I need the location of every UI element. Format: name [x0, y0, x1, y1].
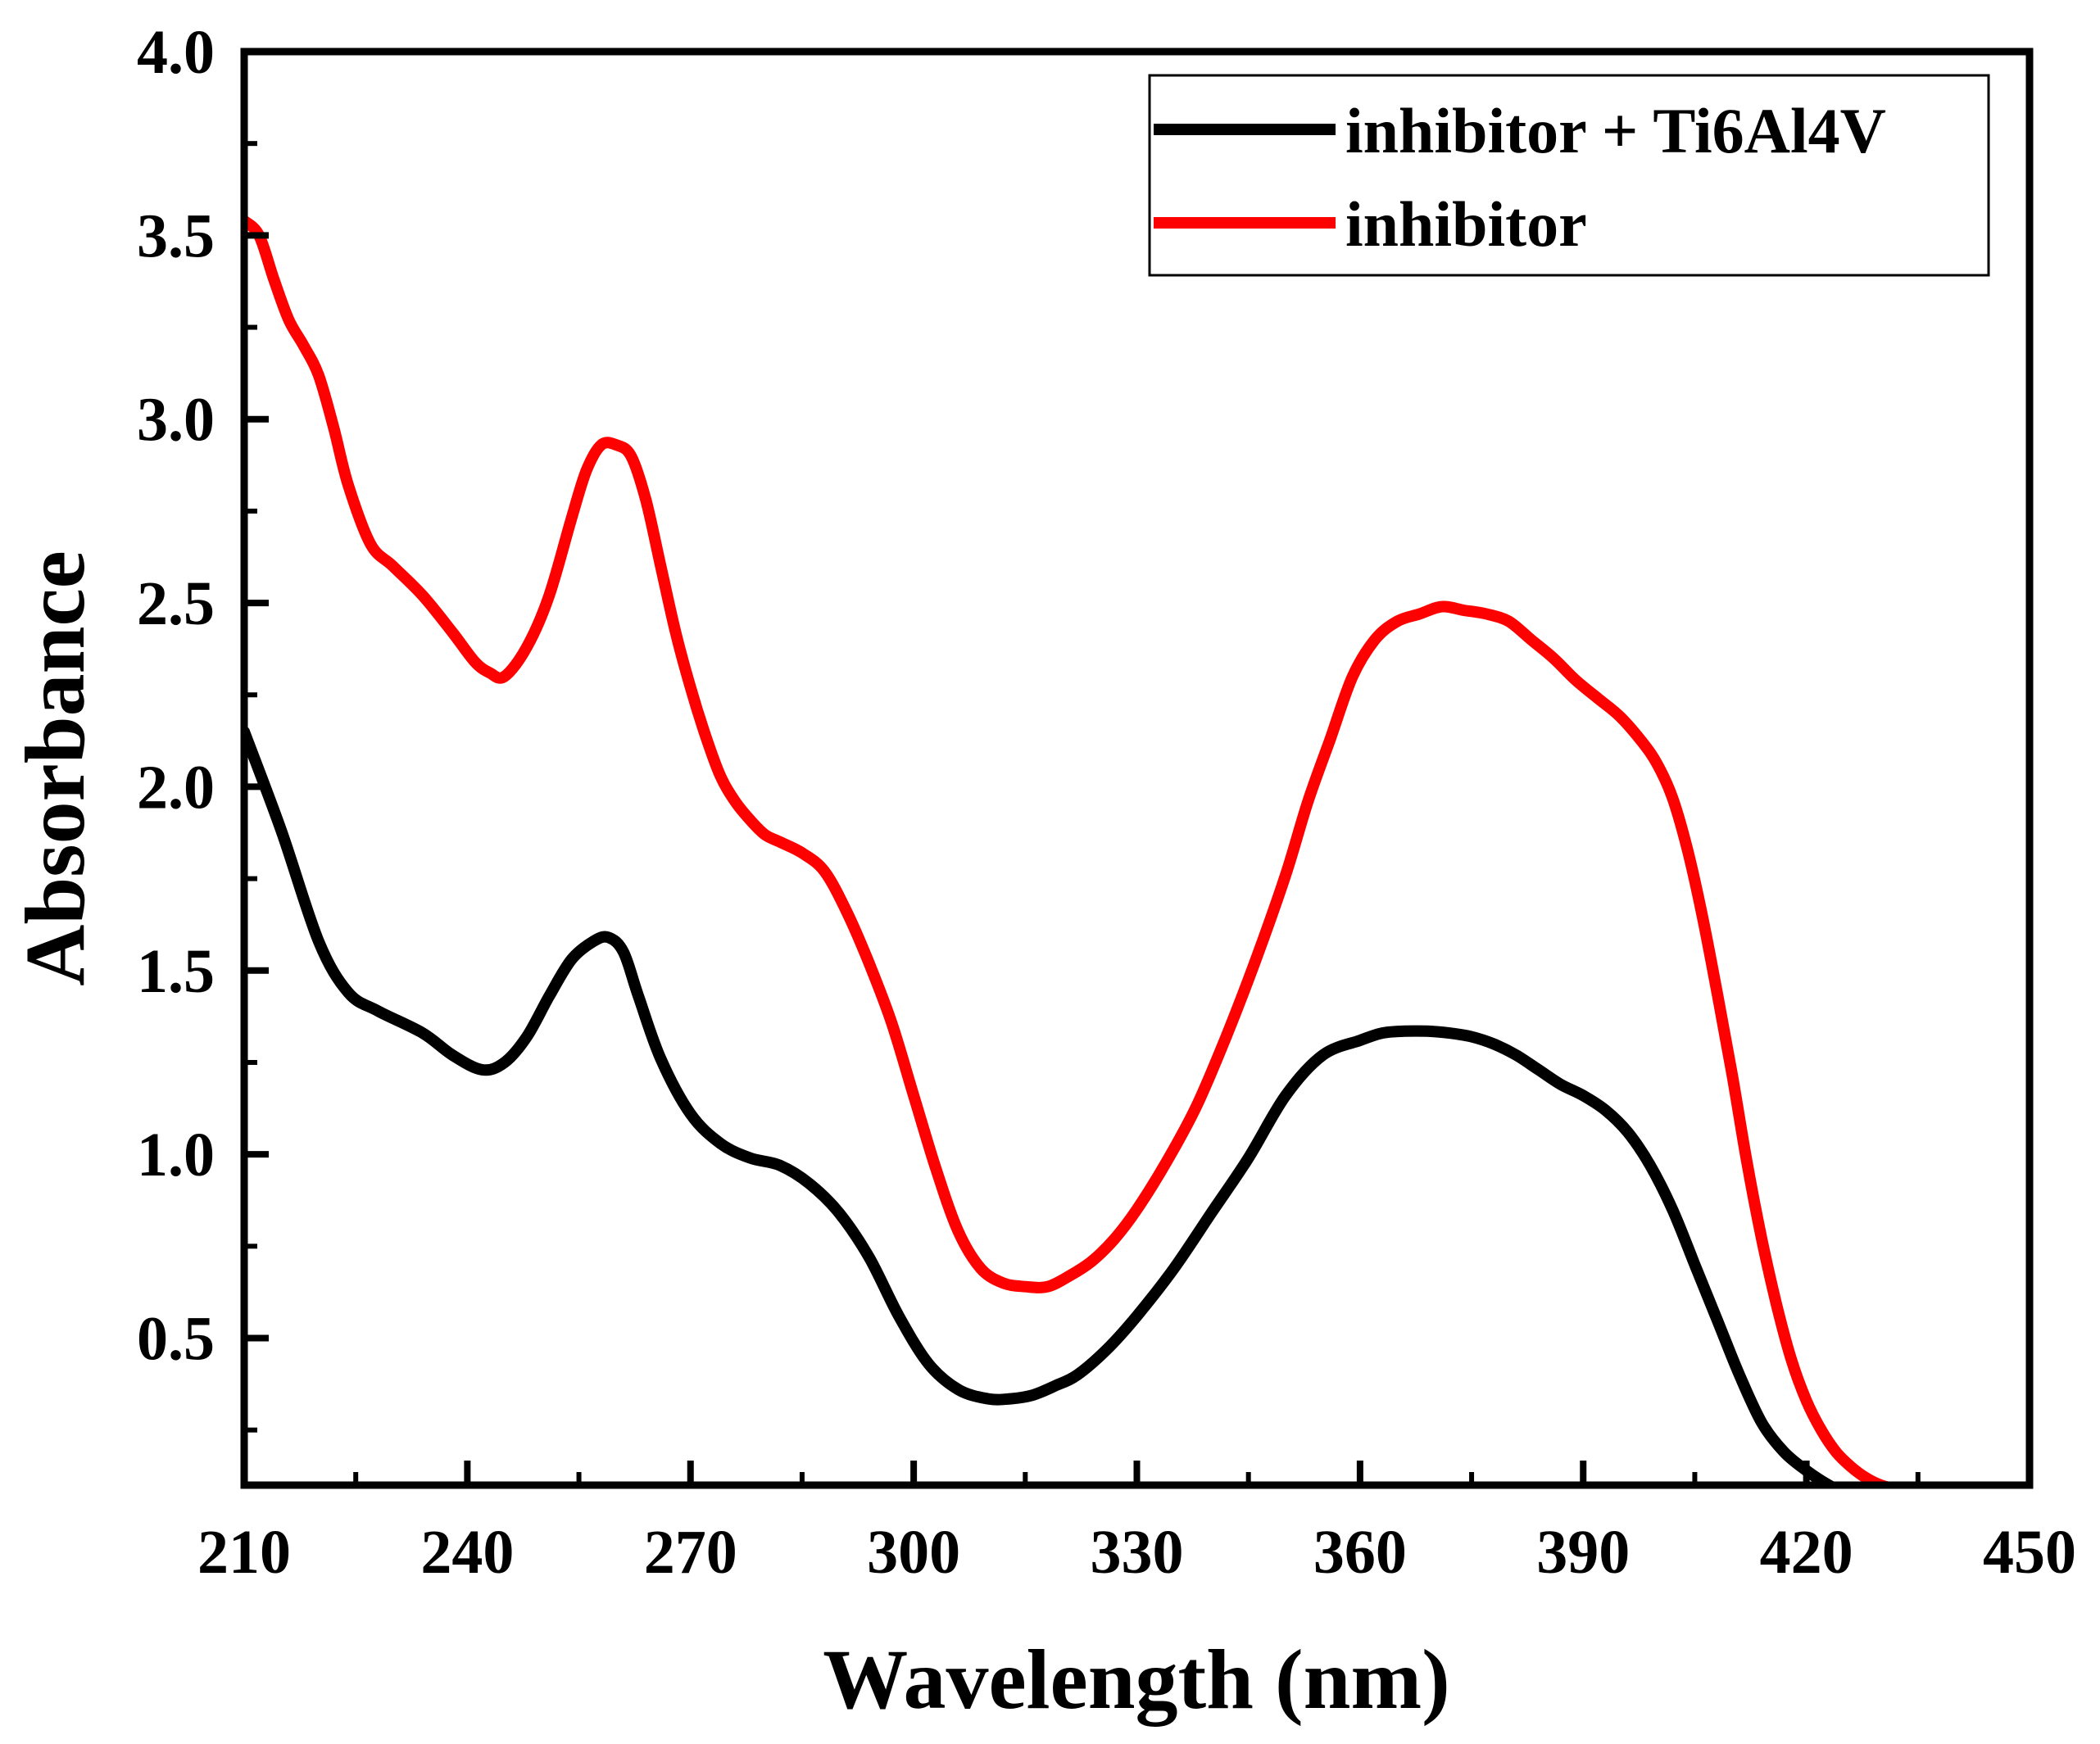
y-tick-label: 3.0	[137, 386, 215, 455]
y-tick-label: 4.0	[137, 18, 215, 87]
series-line-2	[244, 215, 1907, 1485]
x-tick-label: 300	[867, 1518, 960, 1587]
x-axis-title: Wavelength (nm)	[823, 1633, 1450, 1727]
y-tick-label: 1.0	[137, 1121, 215, 1189]
tick-labels-layer: 210 240 270 300 330 360 390 420 450 0.5 1.0 1.5 2.0 2…	[137, 18, 2076, 1587]
x-tick-label: 360	[1313, 1518, 1407, 1587]
y-axis-title: Absorbance	[8, 550, 102, 986]
y-tick-label: 0.5	[137, 1305, 215, 1374]
y-tick-label: 1.5	[137, 937, 215, 1006]
x-tick-label: 270	[644, 1518, 737, 1587]
legend: inhibitor + Ti6Al4V inhibitor	[1148, 74, 1990, 277]
x-tick-label: 240	[420, 1518, 514, 1587]
x-tick-label: 450	[1983, 1518, 2076, 1587]
legend-box	[1148, 74, 1990, 277]
x-tick-label: 330	[1091, 1518, 1184, 1587]
y-tick-label: 2.5	[137, 569, 215, 638]
x-tick-label: 210	[197, 1518, 291, 1587]
y-tick-label: 2.0	[137, 753, 215, 822]
x-tick-label: 420	[1760, 1518, 1853, 1587]
ticks-layer	[241, 48, 2033, 1485]
series-line-1	[244, 726, 1841, 1485]
legend-label-series-2: inhibitor	[1345, 188, 1587, 260]
x-tick-label: 390	[1536, 1518, 1630, 1587]
legend-label-series-1: inhibitor + Ti6Al4V	[1345, 95, 1886, 166]
series-layer	[244, 215, 1907, 1485]
y-tick-label: 3.5	[137, 202, 215, 270]
